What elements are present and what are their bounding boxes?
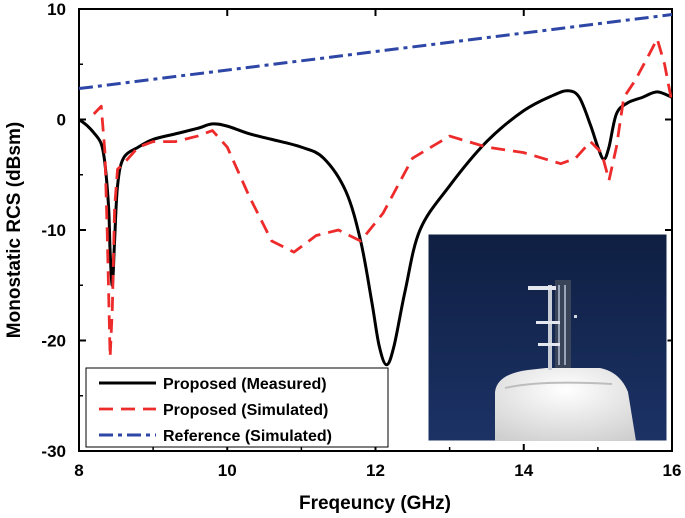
y-tick-label: 0 (57, 111, 66, 130)
y-tick-label: -10 (41, 221, 66, 240)
sample-photo-inset (427, 233, 668, 442)
series-layer (79, 13, 672, 367)
series-reference-simulated (79, 13, 672, 91)
legend-label-reference: Reference (Simulated) (163, 428, 332, 445)
legend-label-simulated: Proposed (Simulated) (163, 402, 328, 419)
x-axis-label: Freqeuncy (GHz) (299, 493, 451, 514)
x-tick-label: 8 (74, 461, 83, 480)
x-tick-label: 10 (218, 461, 237, 480)
legend: Proposed (Measured) Proposed (Simulated)… (85, 367, 389, 448)
y-axis-ticks: 10 0 -10 -20 -30 (41, 0, 672, 461)
y-axis-label: Monostatic RCS (dBsm) (4, 122, 25, 338)
y-tick-label: -20 (41, 332, 66, 351)
x-tick-label: 12 (366, 461, 385, 480)
series-proposed-simulated (92, 37, 672, 359)
y-tick-label: -30 (41, 442, 66, 461)
x-tick-label: 16 (663, 461, 682, 480)
y-tick-label: 10 (47, 0, 66, 19)
x-tick-label: 14 (514, 461, 533, 480)
legend-label-measured: Proposed (Measured) (163, 376, 327, 393)
